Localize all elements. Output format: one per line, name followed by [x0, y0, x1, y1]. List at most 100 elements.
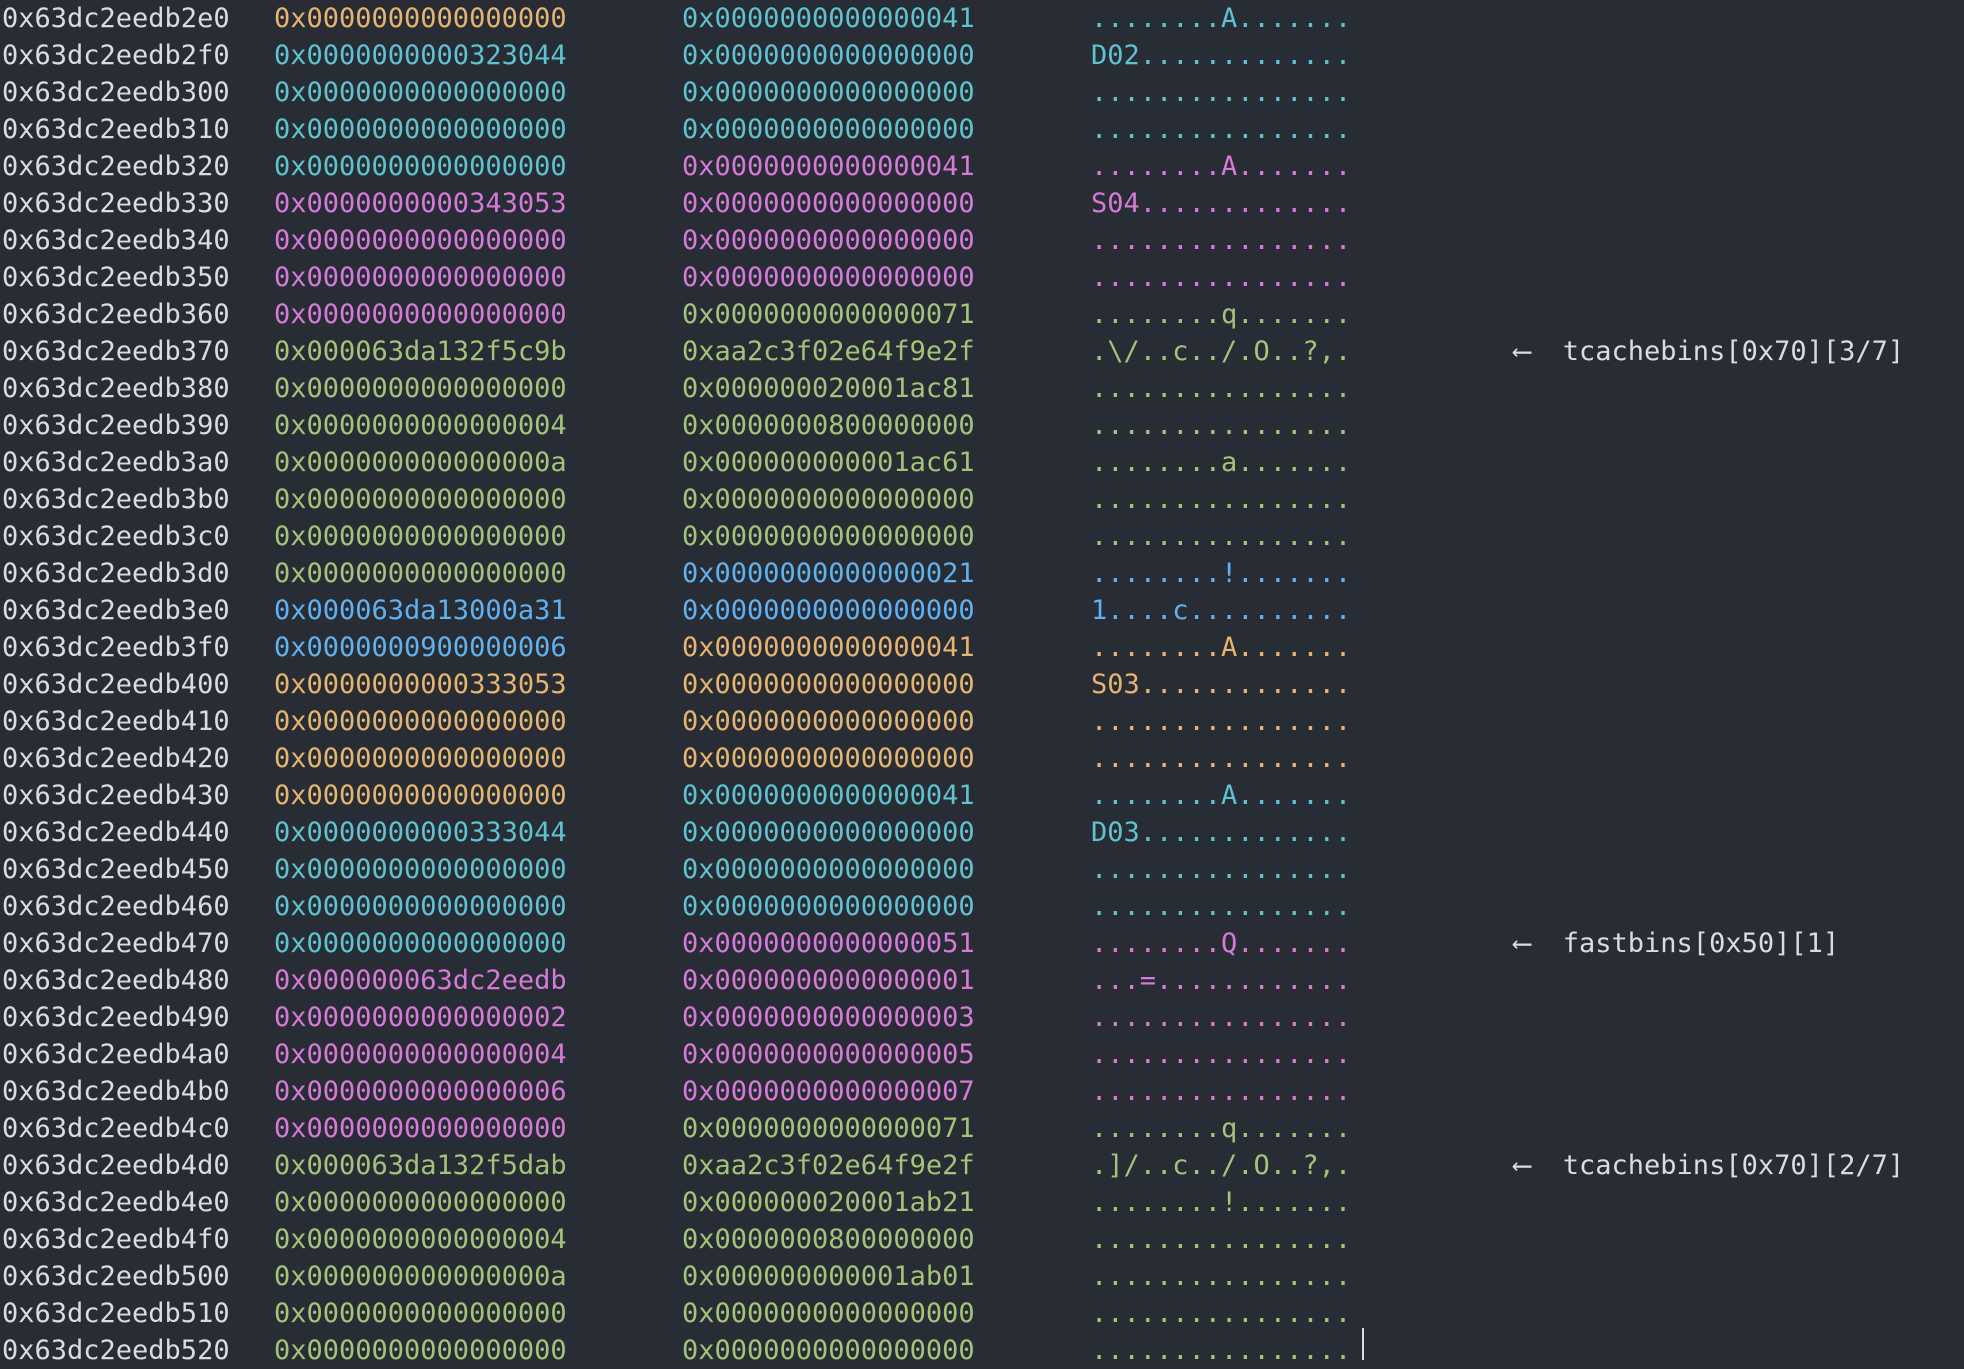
row-value-1: 0x0000000000000000 — [274, 558, 567, 589]
heap-row: 0x63dc2eedb2e0 0x0000000000000000 0x000000… — [0, 0, 1964, 37]
heap-row: 0x63dc2eedb3e0 0x000063da13000a31 0x000000… — [0, 592, 1964, 629]
heap-row: 0x63dc2eedb480 0x000000063dc2eedb 0x000000… — [0, 962, 1964, 999]
heap-row: 0x63dc2eedb510 0x0000000000000000 0x000000… — [0, 1295, 1964, 1332]
row-ascii: ........q....... — [1091, 299, 1352, 330]
heap-row: 0x63dc2eedb4b0 0x0000000000000006 0x000000… — [0, 1073, 1964, 1110]
row-address: 0x63dc2eedb4d0 — [2, 1150, 230, 1181]
row-address: 0x63dc2eedb330 — [2, 188, 230, 219]
row-value-1: 0x0000000000000000 — [274, 780, 567, 811]
row-value-2: 0x0000000000000003 — [682, 1002, 975, 1033]
row-address: 0x63dc2eedb310 — [2, 114, 230, 145]
heap-row: 0x63dc2eedb3b0 0x0000000000000000 0x000000… — [0, 481, 1964, 518]
row-address: 0x63dc2eedb4f0 — [2, 1224, 230, 1255]
heap-row: 0x63dc2eedb4a0 0x0000000000000004 0x000000… — [0, 1036, 1964, 1073]
row-address: 0x63dc2eedb3f0 — [2, 632, 230, 663]
row-address: 0x63dc2eedb420 — [2, 743, 230, 774]
row-ascii: ................ — [1091, 77, 1352, 108]
row-value-1: 0x0000000000000000 — [274, 225, 567, 256]
row-address: 0x63dc2eedb460 — [2, 891, 230, 922]
row-value-1: 0x0000000000000000 — [274, 706, 567, 737]
row-address: 0x63dc2eedb450 — [2, 854, 230, 885]
row-value-1: 0x000063da132f5dab — [274, 1150, 567, 1181]
row-address: 0x63dc2eedb3c0 — [2, 521, 230, 552]
row-ascii: ........Q....... — [1091, 928, 1352, 959]
row-value-1: 0x0000000000000000 — [274, 1187, 567, 1218]
heap-row: 0x63dc2eedb2f0 0x0000000000323044 0x000000… — [0, 37, 1964, 74]
row-ascii: ................ — [1091, 521, 1352, 552]
row-value-2: 0x0000000000000071 — [682, 299, 975, 330]
row-ascii: S04............. — [1091, 188, 1352, 219]
row-value-2: 0x0000000000000000 — [682, 1298, 975, 1329]
row-address: 0x63dc2eedb3e0 — [2, 595, 230, 626]
row-value-1: 0x0000000000323044 — [274, 40, 567, 71]
row-value-1: 0x0000000900000006 — [274, 632, 567, 663]
row-address: 0x63dc2eedb350 — [2, 262, 230, 293]
row-value-2: 0x000000000001ac61 — [682, 447, 975, 478]
row-ascii: S03............. — [1091, 669, 1352, 700]
row-address: 0x63dc2eedb380 — [2, 373, 230, 404]
heap-row: 0x63dc2eedb420 0x0000000000000000 0x000000… — [0, 740, 1964, 777]
row-address: 0x63dc2eedb490 — [2, 1002, 230, 1033]
row-ascii: ................ — [1091, 1224, 1352, 1255]
row-value-1: 0x000000000000000a — [274, 1261, 567, 1292]
row-value-1: 0x000063da13000a31 — [274, 595, 567, 626]
row-value-2: 0x0000000000000000 — [682, 817, 975, 848]
row-value-1: 0x0000000000000000 — [274, 373, 567, 404]
row-ascii: ........q....... — [1091, 1113, 1352, 1144]
row-value-2: 0x0000000000000000 — [682, 706, 975, 737]
row-value-1: 0x0000000000000002 — [274, 1002, 567, 1033]
row-ascii: ................ — [1091, 1335, 1352, 1366]
heap-row: 0x63dc2eedb430 0x0000000000000000 0x000000… — [0, 777, 1964, 814]
row-value-1: 0x0000000000000000 — [274, 151, 567, 182]
row-value-2: 0x0000000000000000 — [682, 262, 975, 293]
row-address: 0x63dc2eedb360 — [2, 299, 230, 330]
row-ascii: 1....c.......... — [1091, 595, 1352, 626]
row-value-1: 0x0000000000000000 — [274, 262, 567, 293]
heap-row: 0x63dc2eedb4e0 0x0000000000000000 0x000000… — [0, 1184, 1964, 1221]
row-value-2: 0xaa2c3f02e64f9e2f — [682, 336, 975, 367]
row-value-1: 0x0000000000000000 — [274, 1335, 567, 1366]
heap-row: 0x63dc2eedb330 0x0000000000343053 0x000000… — [0, 185, 1964, 222]
heap-row: 0x63dc2eedb360 0x0000000000000000 0x000000… — [0, 296, 1964, 333]
row-ascii: .\/..c../.O..?,. — [1091, 336, 1352, 367]
row-value-2: 0x0000000000000000 — [682, 669, 975, 700]
row-address: 0x63dc2eedb370 — [2, 336, 230, 367]
heap-row: 0x63dc2eedb390 0x0000000000000004 0x000000… — [0, 407, 1964, 444]
row-address: 0x63dc2eedb4b0 — [2, 1076, 230, 1107]
heap-row: 0x63dc2eedb500 0x000000000000000a 0x000000… — [0, 1258, 1964, 1295]
row-address: 0x63dc2eedb3d0 — [2, 558, 230, 589]
row-value-1: 0x0000000000000000 — [274, 1298, 567, 1329]
row-address: 0x63dc2eedb2f0 — [2, 40, 230, 71]
bin-annotation: ⟵ tcachebins[0x70][3/7] — [1514, 336, 1905, 367]
heap-row: 0x63dc2eedb410 0x0000000000000000 0x000000… — [0, 703, 1964, 740]
row-address: 0x63dc2eedb510 — [2, 1298, 230, 1329]
row-address: 0x63dc2eedb2e0 — [2, 3, 230, 34]
row-ascii: D03............. — [1091, 817, 1352, 848]
row-value-1: 0x0000000000000004 — [274, 1039, 567, 1070]
heap-row: 0x63dc2eedb3c0 0x0000000000000000 0x000000… — [0, 518, 1964, 555]
row-address: 0x63dc2eedb300 — [2, 77, 230, 108]
row-address: 0x63dc2eedb400 — [2, 669, 230, 700]
heap-row: 0x63dc2eedb310 0x0000000000000000 0x000000… — [0, 111, 1964, 148]
row-value-2: 0x0000000000000000 — [682, 484, 975, 515]
bin-annotation: ⟵ fastbins[0x50][1] — [1514, 928, 1840, 959]
heap-row: 0x63dc2eedb4d0 0x000063da132f5dab 0xaa2c3f… — [0, 1147, 1964, 1184]
row-address: 0x63dc2eedb3b0 — [2, 484, 230, 515]
row-address: 0x63dc2eedb430 — [2, 780, 230, 811]
row-address: 0x63dc2eedb3a0 — [2, 447, 230, 478]
row-value-1: 0x0000000000000004 — [274, 410, 567, 441]
heap-row: 0x63dc2eedb4c0 0x0000000000000000 0x000000… — [0, 1110, 1964, 1147]
heap-row: 0x63dc2eedb440 0x0000000000333044 0x000000… — [0, 814, 1964, 851]
row-ascii: ................ — [1091, 1298, 1352, 1329]
row-ascii: ........A....... — [1091, 632, 1352, 663]
row-value-2: 0x0000000000000041 — [682, 780, 975, 811]
row-value-2: 0x0000000000000000 — [682, 891, 975, 922]
heap-row: 0x63dc2eedb4f0 0x0000000000000004 0x000000… — [0, 1221, 1964, 1258]
row-address: 0x63dc2eedb4a0 — [2, 1039, 230, 1070]
row-value-2: 0x0000000000000041 — [682, 151, 975, 182]
row-value-1: 0x0000000000000000 — [274, 484, 567, 515]
row-value-2: 0x0000000000000041 — [682, 3, 975, 34]
row-address: 0x63dc2eedb340 — [2, 225, 230, 256]
heap-row: 0x63dc2eedb3f0 0x0000000900000006 0x000000… — [0, 629, 1964, 666]
